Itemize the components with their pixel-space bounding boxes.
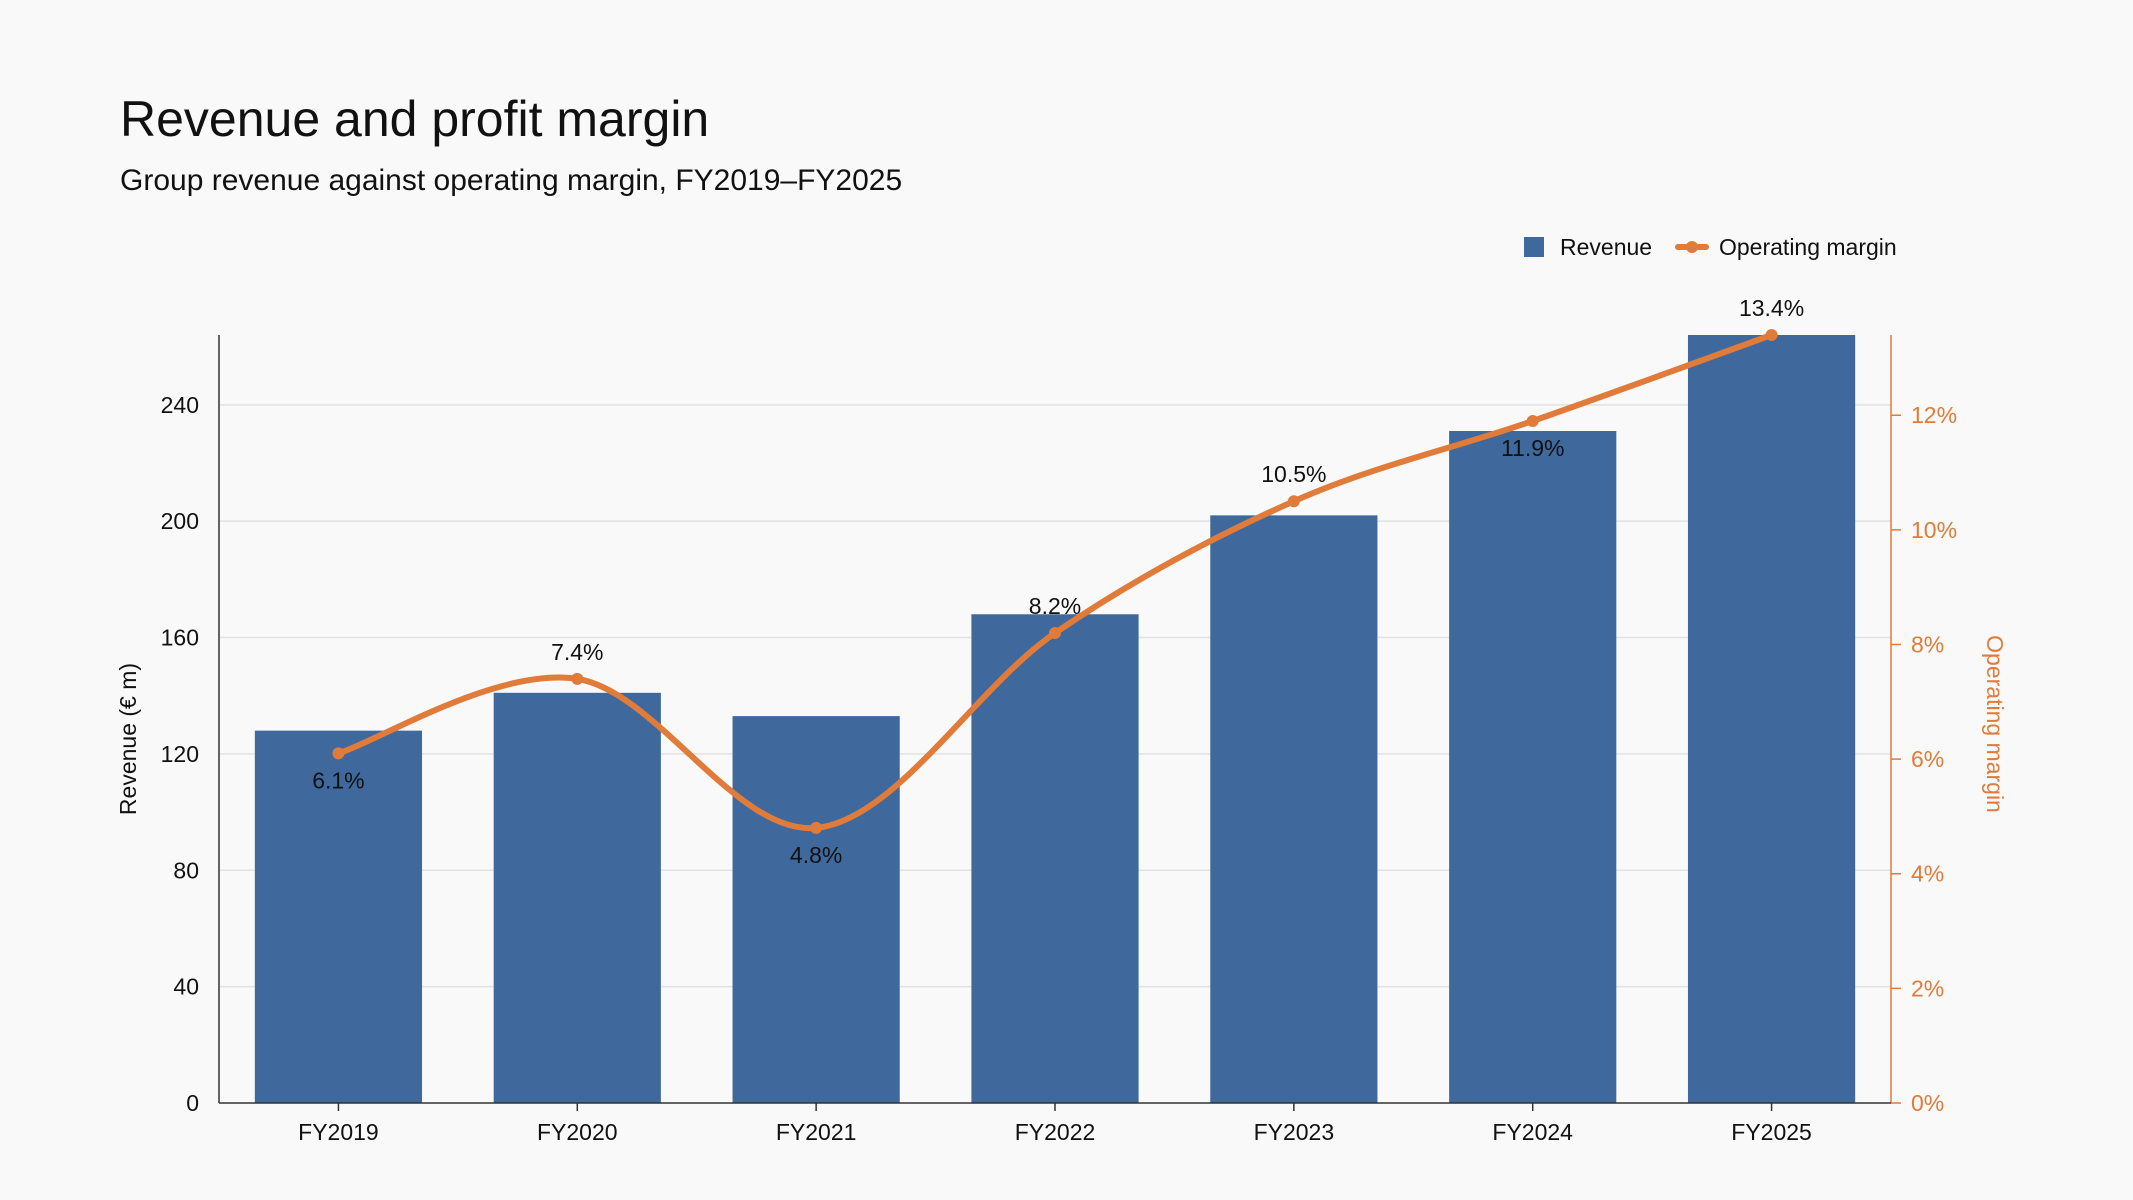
y-left-tick-label: 240: [161, 392, 199, 418]
operating-margin-point: [810, 821, 823, 834]
chart-subtitle: Group revenue against operating margin, …: [120, 164, 903, 197]
operating-margin-label: 4.8%: [790, 842, 842, 868]
legend-revenue-swatch: [1524, 237, 1544, 257]
operating-margin-point: [1287, 495, 1300, 508]
legend-revenue-label: Revenue: [1560, 234, 1652, 260]
revenue-bar: [1449, 431, 1617, 1103]
axes: 0 40 80 120 160 200 240 0% 2% 4% 6% 8% 10% 12% FY2019 F…: [115, 335, 2008, 1145]
legend-operating-margin-marker: [1686, 241, 1698, 253]
revenue-bar: [1687, 335, 1856, 1103]
operating-margin-label: 13.4%: [1739, 295, 1804, 321]
legend: Revenue Operating margin: [1524, 234, 1897, 260]
x-tick-label: FY2023: [1254, 1119, 1335, 1145]
x-tick-label: FY2020: [537, 1119, 618, 1145]
revenue-bar: [971, 614, 1139, 1103]
operating-margin-label: 10.5%: [1261, 461, 1326, 487]
bar-series: [254, 335, 1856, 1103]
y-left-tick-label: 120: [161, 741, 199, 767]
chart-title: Revenue and profit margin: [120, 91, 710, 147]
data-labels: 6.1% 7.4% 4.8% 8.2% 10.5% 11.9% 13.4%: [312, 295, 1804, 868]
operating-margin-point: [1765, 329, 1778, 341]
operating-margin-label: 6.1%: [312, 767, 364, 793]
line-series: [332, 329, 1778, 834]
y-left-tick-label: 40: [173, 974, 199, 1000]
operating-margin-label: 8.2%: [1029, 593, 1081, 619]
operating-margin-point: [571, 672, 584, 685]
x-tick-label: FY2024: [1492, 1119, 1573, 1145]
operating-margin-label: 11.9%: [1501, 435, 1565, 461]
operating-margin-point: [1049, 627, 1061, 640]
operating-margin-point: [332, 747, 345, 760]
y-right-tick-label: 2%: [1911, 975, 1944, 1001]
legend-operating-margin-label: Operating margin: [1719, 234, 1897, 260]
y-right-axis-title: Operating margin: [1982, 635, 2008, 813]
revenue-bar: [1210, 515, 1378, 1103]
operating-margin-label: 7.4%: [551, 639, 603, 665]
y-left-axis-title: Revenue (€ m): [115, 663, 141, 815]
y-right-tick-label: 12%: [1911, 402, 1957, 428]
y-right-tick-label: 4%: [1911, 861, 1944, 887]
y-left-tick-label: 0: [186, 1090, 199, 1116]
operating-margin-point: [1526, 414, 1539, 427]
x-tick-label: FY2025: [1731, 1119, 1812, 1145]
y-right-tick-label: 10%: [1911, 517, 1957, 543]
y-left-tick-label: 80: [173, 857, 199, 883]
y-right-tick-label: 0%: [1911, 1090, 1944, 1116]
y-right-tick-label: 8%: [1911, 631, 1944, 657]
revenue-bar: [732, 716, 900, 1103]
x-tick-label: FY2021: [776, 1119, 857, 1145]
x-tick-label: FY2019: [298, 1119, 379, 1145]
y-left-tick-label: 200: [161, 508, 199, 534]
x-tick-label: FY2022: [1015, 1119, 1096, 1145]
y-left-tick-label: 160: [161, 625, 199, 651]
y-right-tick-label: 6%: [1911, 746, 1944, 772]
revenue-bar: [254, 730, 423, 1103]
revenue-bar: [493, 692, 661, 1103]
